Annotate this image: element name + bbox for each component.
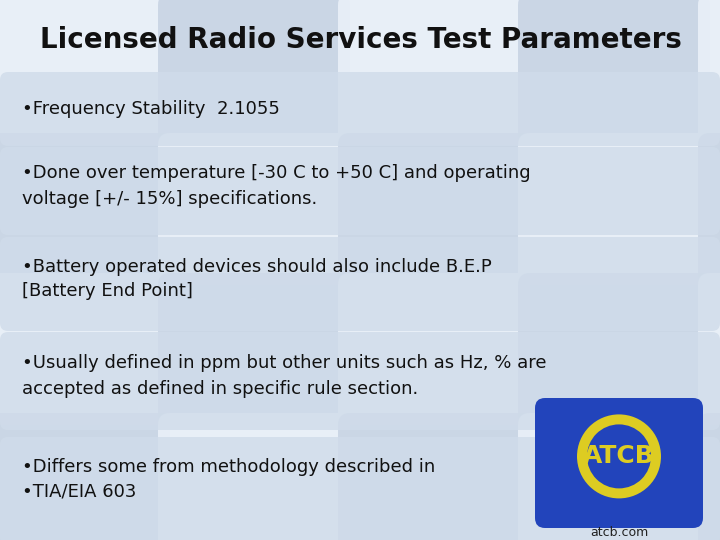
FancyBboxPatch shape — [698, 413, 720, 540]
FancyBboxPatch shape — [338, 413, 530, 540]
FancyBboxPatch shape — [158, 0, 350, 145]
FancyBboxPatch shape — [158, 133, 350, 285]
FancyBboxPatch shape — [338, 133, 530, 285]
FancyBboxPatch shape — [0, 332, 720, 430]
FancyBboxPatch shape — [0, 413, 170, 540]
FancyBboxPatch shape — [0, 437, 720, 540]
FancyBboxPatch shape — [698, 0, 720, 145]
Text: •Usually defined in ppm but other units such as Hz, % are
accepted as defined in: •Usually defined in ppm but other units … — [22, 354, 546, 397]
Circle shape — [587, 424, 651, 488]
FancyBboxPatch shape — [0, 133, 170, 285]
Text: •Battery operated devices should also include B.E.P
[Battery End Point]: •Battery operated devices should also in… — [22, 258, 492, 300]
Circle shape — [577, 414, 661, 498]
FancyBboxPatch shape — [698, 133, 720, 285]
Text: •Frequency Stability  2.1055: •Frequency Stability 2.1055 — [22, 100, 280, 118]
FancyBboxPatch shape — [698, 273, 720, 425]
FancyBboxPatch shape — [0, 237, 720, 331]
Text: •Differs some from methodology described in
•TIA/EIA 603: •Differs some from methodology described… — [22, 457, 436, 501]
Text: •Done over temperature [-30 C to +50 C] and operating
voltage [+/- 15%] specific: •Done over temperature [-30 C to +50 C] … — [22, 165, 531, 207]
FancyBboxPatch shape — [518, 413, 710, 540]
Text: atcb.com: atcb.com — [590, 525, 648, 538]
Text: ATCB: ATCB — [583, 444, 655, 468]
FancyBboxPatch shape — [0, 273, 170, 425]
FancyBboxPatch shape — [158, 273, 350, 425]
FancyBboxPatch shape — [518, 273, 710, 425]
FancyBboxPatch shape — [158, 413, 350, 540]
Text: Licensed Radio Services Test Parameters: Licensed Radio Services Test Parameters — [40, 26, 682, 54]
FancyBboxPatch shape — [518, 133, 710, 285]
FancyBboxPatch shape — [0, 0, 170, 145]
FancyBboxPatch shape — [518, 0, 710, 145]
FancyBboxPatch shape — [0, 72, 720, 146]
FancyBboxPatch shape — [338, 0, 530, 145]
FancyBboxPatch shape — [338, 273, 530, 425]
FancyBboxPatch shape — [0, 147, 720, 235]
FancyBboxPatch shape — [535, 398, 703, 528]
